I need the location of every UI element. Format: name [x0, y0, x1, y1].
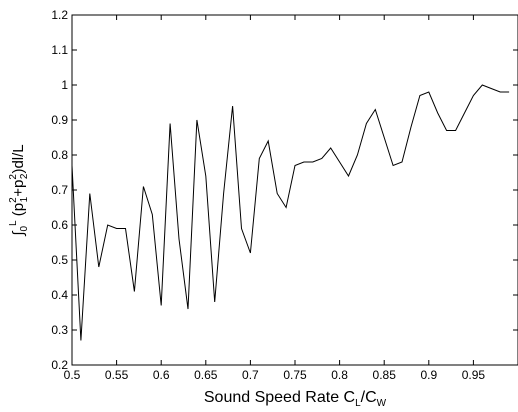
series-line [71, 84, 510, 341]
y-axis-title: ∫0L (p21+p22)dl/L [8, 144, 30, 236]
y-tick-label: 1.2 [51, 8, 68, 22]
x-tick-label: 0.6 [153, 368, 170, 382]
y-tick-label: 0.4 [51, 288, 68, 302]
x-tick-label: 0.85 [373, 368, 397, 382]
y-tick-label: 0.6 [51, 218, 68, 232]
x-tick-label: 0.7 [242, 368, 259, 382]
x-tick-label: 0.9 [420, 368, 437, 382]
x-tick-label: 0.55 [105, 368, 129, 382]
plot-area [71, 14, 518, 366]
y-tick-label: 0.9 [51, 113, 68, 127]
x-tick-label: 0.75 [283, 368, 307, 382]
axis-ticks: 0.5 0.55 0.6 0.65 0.7 0.75 0.8 0.85 0.9 0.950.20.… [51, 8, 518, 382]
y-tick-label: 0.2 [51, 358, 68, 372]
x-tick-label: 0.5 [64, 368, 81, 382]
y-tick-label: 1.1 [51, 43, 68, 57]
svg-text:∫0L (p21+p22)dl/L: ∫0L (p21+p22)dl/L [8, 144, 30, 236]
x-tick-label: 0.8 [331, 368, 348, 382]
y-tick-label: 0.3 [51, 323, 68, 337]
x-tick-label: 0.65 [194, 368, 218, 382]
y-tick-label: 0.8 [51, 148, 68, 162]
x-tick-label: 0.95 [462, 368, 486, 382]
y-tick-label: 0.7 [51, 183, 68, 197]
x-axis-title: Sound Speed Rate CL/CW [204, 389, 387, 409]
series-layer [71, 84, 510, 341]
y-tick-label: 1 [61, 78, 68, 92]
y-tick-label: 0.5 [51, 253, 68, 267]
